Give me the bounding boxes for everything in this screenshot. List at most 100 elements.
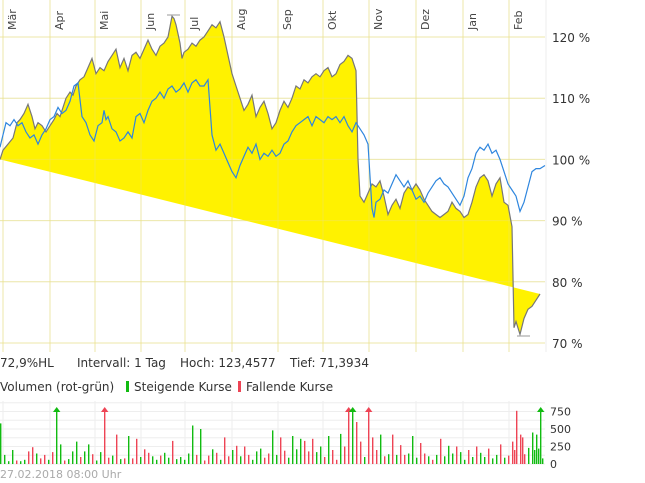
volume-bar [272, 430, 274, 464]
volume-bar [236, 445, 238, 464]
volume-axis-label: 500 [550, 423, 571, 436]
x-axis-month-labels: Mär Apr Mai Jun Jul Aug Sep Okt Nov Dez Jan Feb [6, 8, 525, 31]
y-axis-label: 110 % [552, 92, 590, 106]
volume-bar [184, 459, 186, 464]
volume-bar [432, 459, 434, 464]
volume-bar [508, 455, 510, 464]
month-label: Jul [188, 17, 201, 31]
volume-bar [296, 449, 298, 464]
range-value: 72,9%HL [0, 356, 54, 370]
y-axis-label: 100 % [552, 153, 590, 167]
volume-bar [48, 459, 50, 464]
month-label: Dez [419, 9, 432, 30]
volume-bar [504, 457, 506, 464]
volume-bar [56, 408, 58, 464]
month-label: Feb [512, 11, 525, 30]
volume-bar [492, 458, 494, 464]
volume-bar [348, 408, 350, 464]
volume-bar [84, 451, 86, 464]
volume-bar [168, 457, 170, 464]
volume-bar [476, 446, 478, 464]
volume-bar [160, 455, 162, 464]
volume-bar [60, 444, 62, 464]
volume-bar [308, 451, 310, 464]
volume-bar [532, 432, 534, 464]
volume-bar [396, 454, 398, 464]
volume-bar [88, 444, 90, 464]
volume-bar [452, 453, 454, 464]
volume-axis-labels: 750 500 250 0 [550, 406, 571, 469]
volume-bar [244, 446, 246, 464]
volume-bar [372, 437, 374, 464]
volume-bar [172, 440, 174, 464]
volume-bar [356, 422, 358, 464]
volume-bar [120, 459, 122, 464]
volume-bar [28, 451, 30, 464]
rising-swatch-icon [126, 381, 129, 392]
volume-bar [480, 452, 482, 464]
volume-bar [280, 437, 282, 464]
volume-bar [44, 454, 46, 464]
month-label: Nov [372, 8, 385, 30]
volume-bar [512, 441, 514, 464]
month-label: Okt [326, 10, 339, 30]
month-label: Jan [466, 13, 479, 31]
month-label: Mär [6, 9, 19, 30]
volume-bar [196, 454, 198, 464]
volume-bar [416, 457, 418, 464]
overflow-arrow-icon [101, 407, 109, 412]
volume-bar [200, 429, 202, 464]
volume-bar [216, 452, 218, 464]
volume-bar [292, 436, 294, 464]
volume-bar [336, 459, 338, 464]
volume-bars [0, 407, 545, 464]
volume-bar [436, 454, 438, 464]
volume-bar [352, 408, 354, 464]
volume-bar [312, 438, 314, 464]
volume-bar [144, 449, 146, 464]
legend-falling-label: Fallende Kurse [246, 380, 334, 394]
volume-bar [124, 458, 126, 464]
volume-bar [412, 436, 414, 464]
volume-bar [540, 408, 542, 464]
falling-swatch-icon [238, 381, 241, 392]
volume-bar [8, 461, 10, 464]
volume-bar [304, 440, 306, 464]
volume-bar [256, 451, 258, 464]
volume-bar [164, 452, 166, 464]
month-label: Mai [98, 11, 111, 30]
volume-bar [180, 457, 182, 464]
volume-bar [24, 459, 26, 464]
volume-bar [268, 453, 270, 464]
volume-bar [20, 461, 22, 464]
volume-bar [500, 444, 502, 464]
price-area-fill [0, 16, 540, 335]
volume-bar [424, 453, 426, 464]
overflow-arrow-icon [53, 407, 61, 412]
volume-bar [460, 452, 462, 464]
vertical-gridlines-overlay [2, 0, 510, 352]
volume-bar [320, 446, 322, 464]
volume-bar [528, 447, 530, 464]
volume-bar [108, 457, 110, 464]
volume-bar [464, 459, 466, 464]
volume-bar [380, 434, 382, 464]
horizontal-gridlines-overlay [0, 36, 545, 344]
volume-bar [208, 455, 210, 464]
volume-bar [192, 425, 194, 464]
legend-falling: Fallende Kurse [238, 380, 333, 394]
volume-bar [212, 449, 214, 464]
volume-bar [264, 457, 266, 464]
volume-bar [364, 457, 366, 464]
volume-bar [392, 434, 394, 464]
volume-bar [316, 452, 318, 464]
volume-bar [324, 457, 326, 464]
interval-value: Intervall: 1 Tag [77, 356, 166, 370]
volume-bar [176, 459, 178, 464]
volume-axis-label: 0 [550, 458, 557, 468]
volume-bar [148, 452, 150, 464]
volume-bar [520, 434, 522, 464]
volume-bar [116, 434, 118, 464]
volume-bar [232, 450, 234, 464]
price-chart: Mär Apr Mai Jun Jul Aug Sep Okt Nov Dez Jan Feb 120… [0, 0, 590, 352]
